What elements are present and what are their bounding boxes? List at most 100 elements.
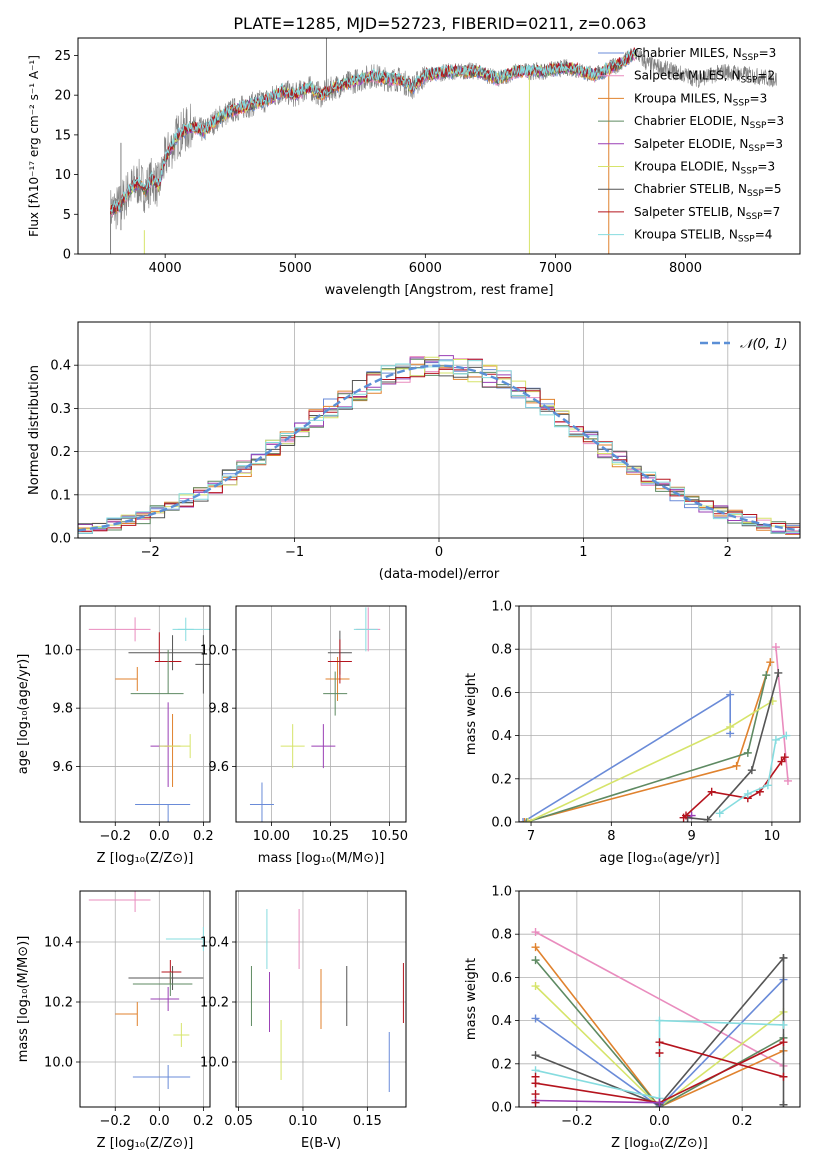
y-tick-label: 25: [54, 49, 71, 64]
plot-area: [88, 617, 210, 822]
x-tick-label: −0.2: [99, 829, 131, 844]
y-tick-label: 0.0: [491, 816, 512, 831]
weight-marker: [726, 690, 735, 699]
legend-count: =5: [764, 182, 782, 196]
weight-marker: [707, 787, 716, 796]
legend-subscript: SSP: [748, 144, 765, 154]
x-tick-label: 0.0: [649, 1114, 670, 1129]
y-tick-label: 1.0: [491, 600, 512, 615]
x-tick-label: −0.2: [561, 1114, 593, 1129]
x-tick-label: 2: [724, 545, 732, 560]
panel-weight_vs_Z: −0.2 0.0 0.2 0.0 0.2 0.4 0.6 0.8 1.0 Z [log₁₀(Z/Z…: [464, 885, 801, 1151]
weight-marker: [779, 1020, 788, 1029]
y-tick-label: 10.0: [44, 1056, 73, 1071]
weight-marker: [766, 658, 775, 667]
plot-area: [250, 909, 404, 1092]
legend-label: Salpeter ELODIE, N: [634, 137, 748, 151]
y-tick-label: 10.0: [200, 643, 229, 658]
histogram-chabrier_stelib: [78, 359, 800, 534]
x-tick-label: 9: [687, 829, 695, 844]
weight-marker: [771, 643, 780, 652]
weight-marker: [779, 1072, 788, 1081]
legend-count: =2: [757, 69, 775, 83]
legend-label: Chabrier MILES, N: [634, 46, 742, 60]
weight-line-kroupa_elodie: [527, 700, 774, 822]
weight-marker: [703, 815, 712, 822]
legend-count: =4: [755, 228, 773, 242]
y-tick-label: 9.8: [208, 702, 229, 717]
legend-entry: Chabrier STELIB, NSSP=5: [634, 182, 782, 199]
y-tick-label: 10.2: [200, 996, 229, 1011]
x-tick-label: 4000: [149, 261, 182, 276]
weight-marker: [531, 1079, 540, 1088]
panel-mass_vs_Z: −0.2 0.0 0.2 10.0 10.2 10.4 Z [log₁₀(Z/Z⊙)] mas…: [16, 890, 214, 1151]
x-tick-label: −0.2: [99, 1114, 131, 1129]
x-tick-label: 0.0: [149, 829, 170, 844]
y-tick-label: 0.8: [491, 928, 512, 943]
y-axis-label: age [log₁₀(age/yr)]: [16, 654, 31, 775]
x-tick-label: 7: [527, 829, 535, 844]
histogram-salpeter_stelib: [78, 358, 800, 532]
legend-label: Salpeter STELIB, N: [634, 205, 746, 219]
legend-subscript: SSP: [741, 76, 758, 86]
weight-marker: [779, 953, 788, 962]
weight-line-kroupa_stelib: [535, 1019, 784, 1100]
legend-label: Salpeter MILES, N: [634, 69, 741, 83]
y-tick-label: 0.6: [491, 686, 512, 701]
y-tick-label: 15: [54, 128, 71, 143]
y-tick-label: 0.4: [491, 729, 512, 744]
y-tick-label: 9.8: [52, 702, 73, 717]
x-axis-label: (data-model)/error: [379, 567, 500, 582]
x-tick-label: 10.00: [253, 829, 290, 844]
weight-marker: [732, 761, 741, 770]
weight-marker: [655, 1016, 664, 1025]
weight-marker: [762, 671, 771, 680]
y-tick-label: 0: [63, 248, 71, 263]
x-axis-label: mass [log₁₀(M/M⊙)]: [258, 851, 385, 866]
weight-marker: [531, 956, 540, 965]
y-tick-label: 0.4: [50, 359, 71, 374]
weight-marker: [681, 811, 690, 820]
plot-area: [249, 607, 381, 822]
x-tick-label: 0: [435, 545, 443, 560]
y-tick-label: 10.4: [44, 936, 73, 951]
legend-count: =7: [763, 205, 781, 219]
axes-frame: [518, 605, 801, 823]
y-tick-label: 20: [54, 89, 71, 104]
legend-subscript: SSP: [747, 189, 764, 199]
grid: [80, 606, 210, 822]
grid: [236, 891, 406, 1107]
y-tick-label: 10: [54, 168, 71, 183]
panel-age_vs_Z: −0.2 0.0 0.2 9.6 9.8 10.0 Z [log₁₀(Z/Z⊙)] age […: [16, 605, 214, 866]
y-tick-label: 9.6: [208, 760, 229, 775]
legend-subscript: SSP: [738, 235, 755, 245]
y-axis-label: Flux [fλ10⁻¹⁷ erg cm⁻² s⁻¹ A⁻¹]: [27, 55, 41, 237]
x-axis-label: Z [log₁₀(Z/Z⊙)]: [97, 1136, 194, 1151]
y-tick-label: 5: [63, 208, 71, 223]
legend-entry: Chabrier ELODIE, NSSP=3: [634, 114, 784, 131]
y-axis-label: mass [log₁₀(M/M⊙)]: [16, 936, 31, 1063]
legend-label: Chabrier STELIB, N: [634, 182, 747, 196]
weight-line-chabrier_miles: [535, 979, 785, 1107]
y-tick-label: 0.2: [491, 1057, 512, 1072]
weight-marker: [726, 722, 735, 731]
y-tick-label: 10.0: [44, 643, 73, 658]
weight-marker: [777, 757, 786, 766]
weight-marker: [763, 781, 772, 790]
grid: [236, 606, 406, 822]
plot-area: [78, 355, 800, 535]
x-tick-label: 0.2: [732, 1114, 753, 1129]
grid: [80, 891, 210, 1107]
x-tick-label: 5000: [279, 261, 312, 276]
weight-marker: [531, 1090, 540, 1099]
y-tick-label: 0.3: [50, 402, 71, 417]
legend-count: =3: [759, 46, 777, 60]
legend-entry: Salpeter ELODIE, NSSP=3: [634, 137, 783, 154]
weight-marker: [519, 818, 528, 822]
y-tick-label: 0.1: [50, 488, 71, 503]
weight-marker: [520, 818, 529, 822]
x-tick-label: 10.25: [312, 829, 349, 844]
weight-marker: [782, 731, 791, 740]
